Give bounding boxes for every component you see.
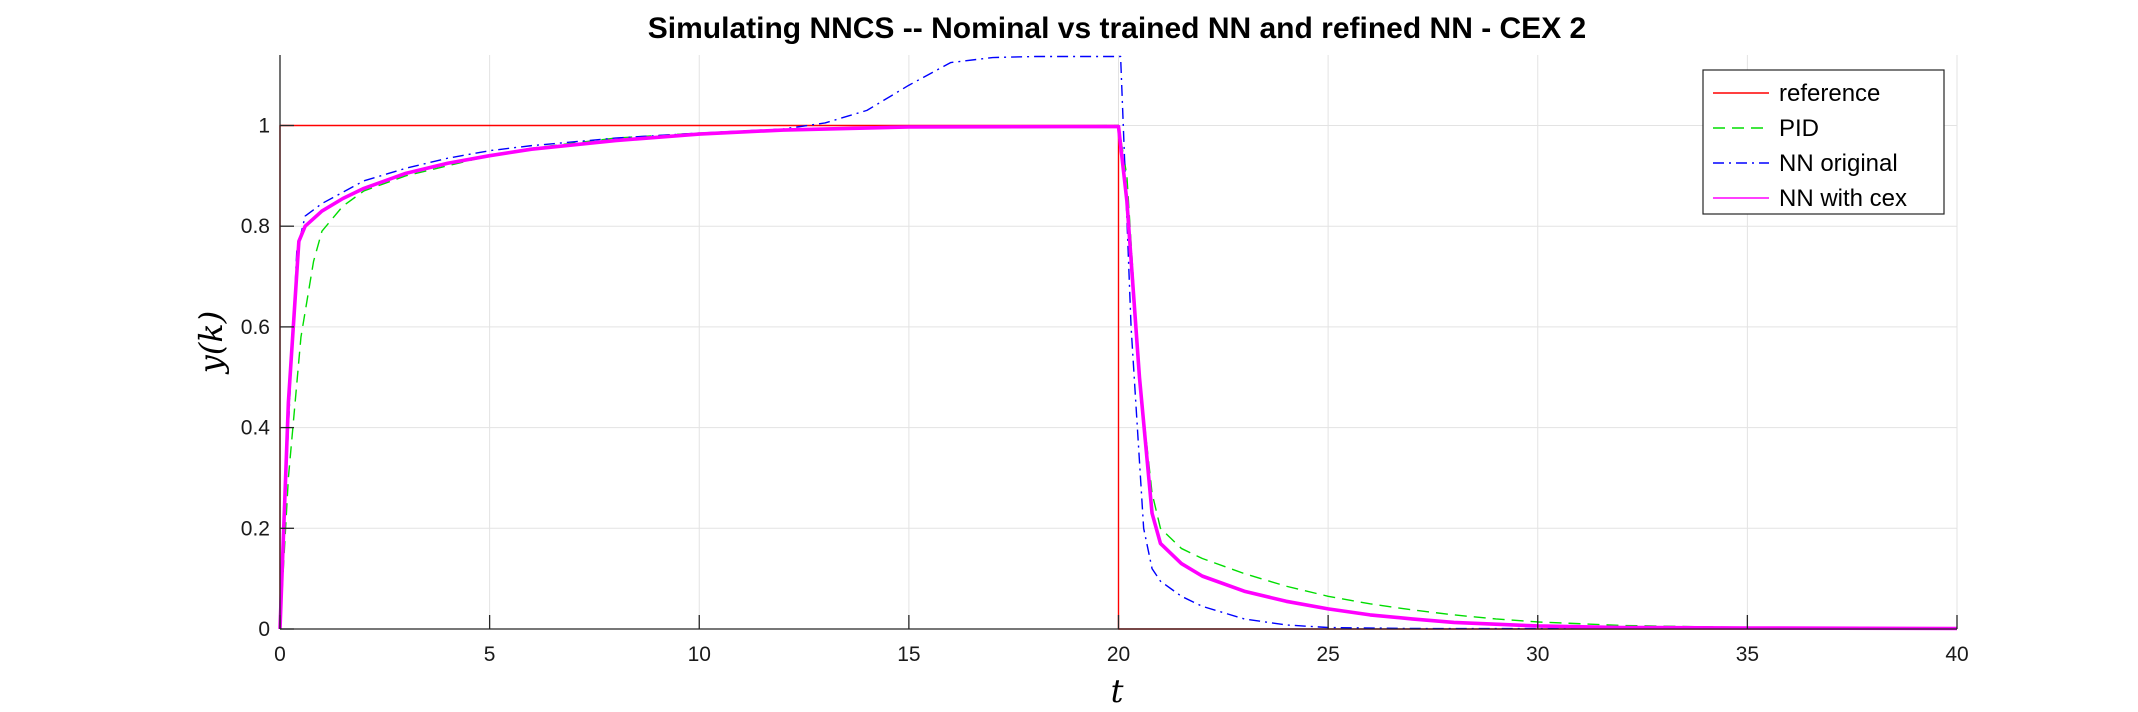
x-tick-label: 10 <box>688 643 711 666</box>
y-tick-labels: 0 0.2 0.4 0.6 0.8 1 <box>241 114 271 641</box>
x-tick-label: 5 <box>484 643 496 666</box>
x-tick-label: 0 <box>274 643 286 666</box>
legend: reference PID NN original NN with cex <box>1702 69 1945 215</box>
x-tick-label: 40 <box>1945 643 1968 666</box>
chart-title: Simulating NNCS -- Nominal vs trained NN… <box>648 12 1586 45</box>
series-line-nn-original <box>279 55 1958 630</box>
series-line-nn-with-cex <box>278 124 1958 631</box>
axes <box>279 55 1958 630</box>
y-tick-label: 0 <box>258 618 270 641</box>
x-tick-label: 15 <box>897 643 920 666</box>
legend-label-nn-original: NN original <box>1779 150 1898 177</box>
y-axis-label: y(k) <box>192 311 230 375</box>
x-tick-labels: 0 5 10 15 20 25 30 35 40 <box>274 643 1969 666</box>
y-tick-label: 0.6 <box>241 316 270 339</box>
y-tick-label: 0.8 <box>241 215 270 238</box>
y-tick-label: 1 <box>258 114 270 137</box>
y-tick-label: 0.2 <box>241 517 270 540</box>
x-axis-label: t <box>1111 672 1124 710</box>
legend-label-reference: reference <box>1779 80 1880 107</box>
x-tick-label: 30 <box>1526 643 1549 666</box>
legend-label-nn-with-cex: NN with cex <box>1779 185 1907 212</box>
y-tick-label: 0.4 <box>241 417 271 440</box>
legend-label-pid: PID <box>1779 115 1819 142</box>
legend-box <box>1702 69 1945 215</box>
x-tick-label: 20 <box>1107 643 1130 666</box>
series-line-pid <box>279 124 1958 630</box>
x-tick-label: 25 <box>1316 643 1339 666</box>
x-tick-label: 35 <box>1736 643 1759 666</box>
